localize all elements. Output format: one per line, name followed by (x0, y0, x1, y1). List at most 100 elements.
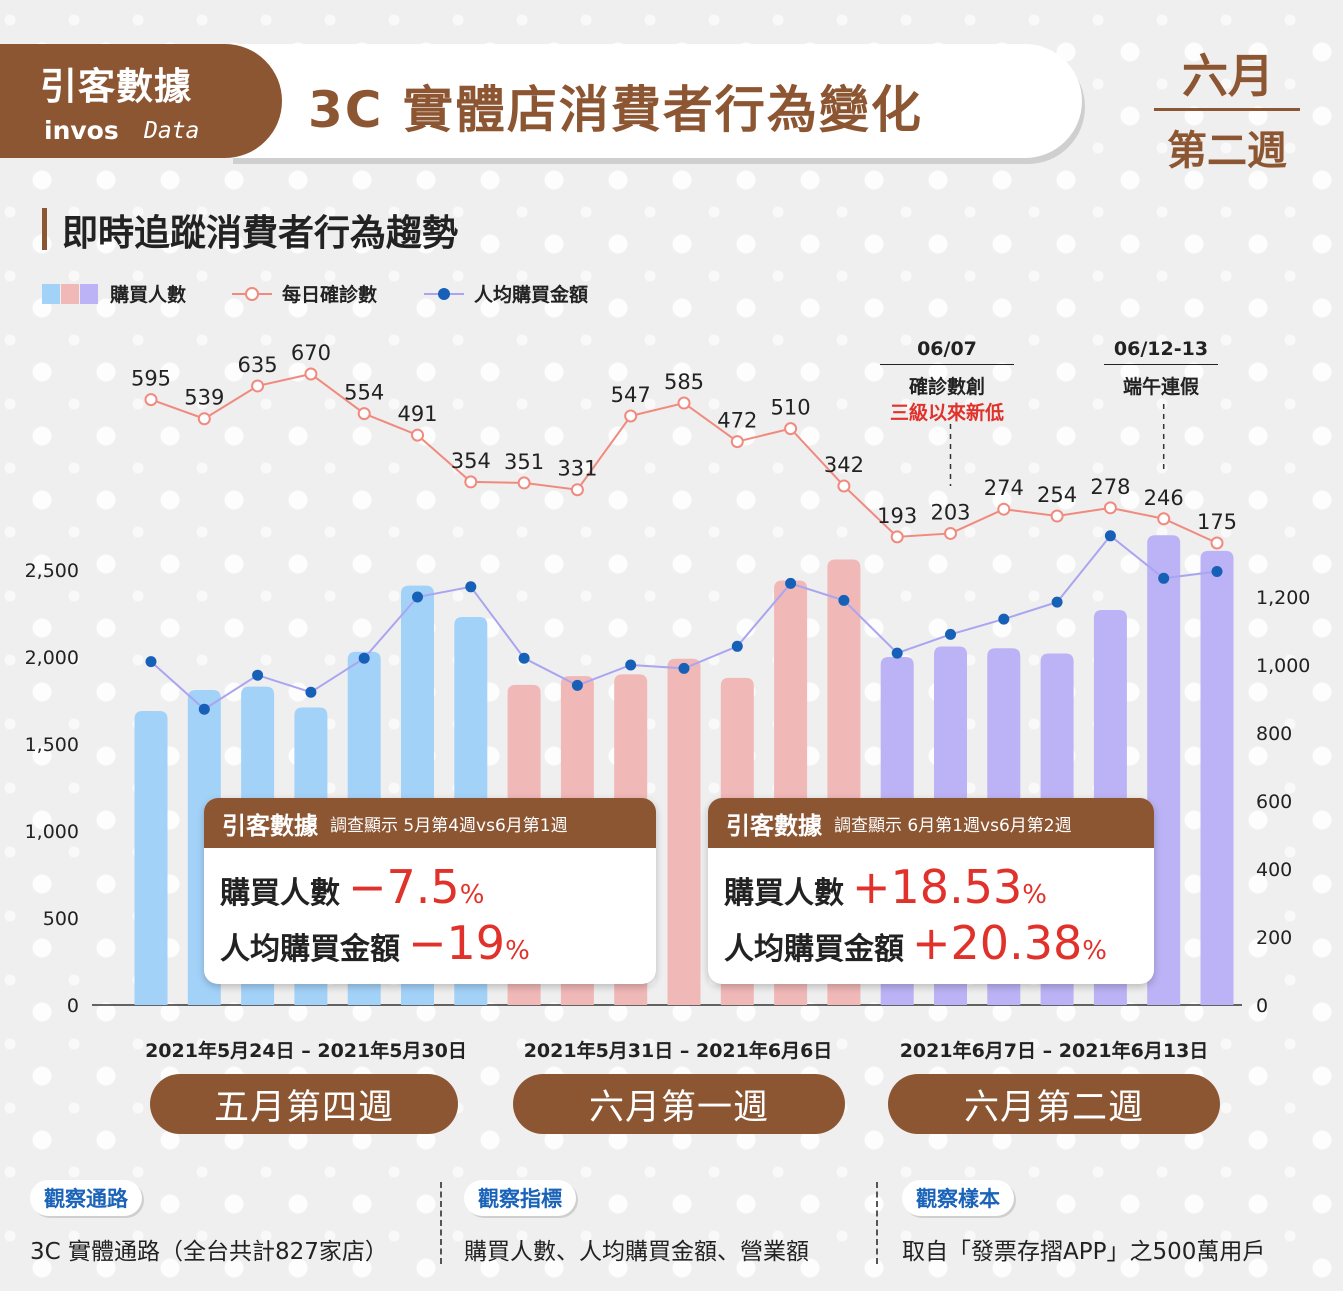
data-label-cases: 510 (771, 396, 811, 420)
callout-header: 引客數據 調查顯示 5月第4週vs6月第1週 (204, 798, 656, 848)
week-range-1: 2021年5月24日 – 2021年5月30日 (145, 1040, 467, 1062)
annotation-rule-1 (880, 364, 1014, 365)
data-label-cases: 539 (184, 386, 224, 410)
bar-buyers (134, 710, 168, 1005)
bar-buyers (1200, 550, 1234, 1005)
point-avg-spend (1104, 530, 1116, 542)
row-value: +18.53 (852, 860, 1023, 914)
row-unit: % (459, 880, 485, 910)
point-cases (890, 530, 904, 544)
point-avg-spend (1158, 572, 1170, 584)
y-left-tick-label: 0 (67, 995, 79, 1017)
avg-swatch-icon (424, 287, 464, 300)
footer-text-metric: 購買人數、人均購買金額、營業額 (464, 1239, 809, 1265)
point-avg-spend (945, 628, 956, 640)
week-pill-3: 六月第二週 (888, 1074, 1220, 1134)
data-label-cases: 351 (504, 450, 544, 474)
footer-divider (876, 1182, 878, 1264)
y-right-tick-label: 400 (1256, 859, 1292, 881)
point-cases (570, 483, 584, 497)
point-avg-spend (678, 662, 690, 674)
footer-tag-channel: 觀察通路 (30, 1180, 142, 1216)
data-label-cases: 635 (238, 353, 278, 377)
bar-buyers (667, 658, 701, 1005)
row-value: −19 (408, 916, 506, 970)
point-cases (1050, 509, 1064, 523)
point-avg-spend (891, 647, 903, 659)
y-left-tick-label: 1,000 (25, 821, 79, 843)
data-label-cases: 554 (344, 381, 384, 405)
callout-header: 引客數據 調查顯示 6月第1週vs6月第2週 (708, 798, 1154, 848)
row-value: −7.5 (348, 860, 460, 914)
callout-desc: 調查顯示 5月第4週vs6月第1週 (330, 815, 568, 836)
annotation-date-1: 06/07 (917, 338, 977, 360)
callout-brand: 引客數據 (726, 811, 822, 840)
y-right-tick-label: 200 (1256, 927, 1292, 949)
legend-cases: 每日確診數 (232, 280, 377, 307)
section-title: 即時追蹤消費者行為趨勢 (62, 213, 459, 254)
section-marker (42, 208, 47, 250)
brand-badge (0, 44, 282, 158)
annotation-rule-2 (1104, 364, 1218, 365)
callout-desc: 調查顯示 6月第1週vs6月第2週 (834, 815, 1072, 836)
brand-logo-text: invos (44, 116, 119, 145)
row-value: +20.38 (912, 916, 1083, 970)
point-avg-spend (518, 652, 530, 664)
legend-cases-label: 每日確診數 (282, 284, 378, 306)
callout-box-week1: 引客數據 調查顯示 5月第4週vs6月第1週 購買人數 −7.5 % 人均購買金… (204, 798, 656, 984)
point-avg-spend (571, 679, 583, 691)
week-pill-2: 六月第一週 (513, 1074, 845, 1134)
y-right-tick-label: 600 (1256, 791, 1292, 813)
point-cases (1210, 536, 1224, 550)
data-label-cases: 585 (664, 370, 704, 394)
callout-box-week2: 引客數據 調查顯示 6月第1週vs6月第2週 購買人數 +18.53 % 人均購… (708, 798, 1154, 984)
bars-swatch-icon (42, 283, 98, 304)
y-right-tick-label: 800 (1256, 723, 1292, 745)
data-label-cases: 331 (557, 457, 597, 481)
footer-text-channel: 3C 實體通路（全台共計827家店） (30, 1239, 388, 1265)
point-avg-spend (465, 581, 477, 593)
point-cases (517, 476, 531, 490)
footer-text-sample: 取自「發票存摺APP」之500萬用戶 (902, 1239, 1266, 1265)
point-cases (197, 412, 211, 426)
data-label-cases: 342 (824, 453, 864, 477)
row-unit: % (1022, 880, 1047, 910)
point-cases (944, 526, 957, 540)
legend-bars: 購買人數 (42, 280, 186, 307)
point-avg-spend (998, 613, 1010, 625)
data-label-cases: 193 (877, 504, 917, 528)
point-avg-spend (252, 669, 264, 681)
legend-bars-label: 購買人數 (110, 284, 187, 306)
annotation-text-1b: 三級以來新低 (889, 402, 1004, 424)
point-avg-spend (198, 703, 210, 715)
point-avg-spend (412, 591, 423, 603)
data-label-cases: 246 (1144, 486, 1184, 510)
point-cases (624, 409, 638, 423)
y-left-tick-label: 1,500 (25, 734, 79, 756)
point-cases (837, 479, 851, 493)
data-label-cases: 670 (291, 341, 331, 365)
data-label-cases: 595 (131, 367, 171, 391)
point-cases (251, 379, 265, 393)
y-right-tick-label: 1,000 (1256, 655, 1310, 677)
row-label: 人均購買金額 (220, 932, 400, 967)
annotation-text-1: 確診數創 (908, 376, 985, 398)
y-left-tick-label: 2,500 (25, 560, 79, 582)
week-range-2: 2021年5月31日 – 2021年6月6日 (523, 1040, 833, 1062)
point-avg-spend (625, 659, 637, 671)
annotation-text-2: 端午連假 (1122, 376, 1199, 398)
bar-buyers (1147, 535, 1181, 1005)
point-avg-spend (305, 686, 317, 698)
y-left-tick-label: 500 (43, 908, 79, 930)
legend-avg-label: 人均購買金額 (474, 284, 589, 306)
point-avg-spend (731, 640, 743, 652)
row-label: 購買人數 (724, 876, 844, 911)
y-right-tick-label: 0 (1256, 995, 1268, 1017)
point-cases (144, 393, 158, 407)
point-avg-spend (785, 577, 797, 589)
data-label-cases: 354 (451, 449, 491, 473)
point-avg-spend (1051, 596, 1063, 608)
point-avg-spend (358, 652, 370, 664)
point-cases (304, 367, 318, 381)
point-cases (357, 407, 371, 421)
